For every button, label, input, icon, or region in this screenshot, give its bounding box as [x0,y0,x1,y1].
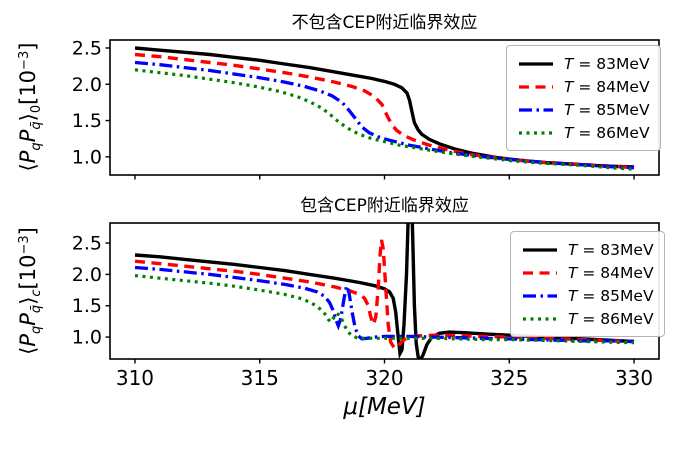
x-tick-label: 325 [490,366,528,390]
blue-dashdot-line-icon [523,293,557,298]
red-dashed-line-icon [519,84,553,89]
legend-item-t85: T = 85MeV [517,99,650,120]
green-dotted-line-icon [519,130,553,135]
top-plot-title: 不包含CEP附近临界效应 [291,13,478,33]
legend-item-t84: T = 84MeV [521,262,654,283]
bottom-plot-title: 包含CEP附近临界效应 [300,196,469,216]
y-tick-label: 2.0 [72,264,102,286]
legend-item-t86: T = 86MeV [521,308,654,329]
y-tick-label: 2.5 [72,233,102,255]
legend-label: T = 85MeV [568,286,654,305]
y-tick-label: 1.5 [72,295,102,317]
y-tick-label: 1.5 [72,110,102,132]
y-tick-label: 1.0 [72,327,102,349]
red-dashed-line-icon [523,270,557,275]
top-plot: 1.0 1.5 2.0 2.5 [72,37,660,180]
legend-label: T = 84MeV [564,77,650,96]
series-line-T85 [134,265,635,344]
bottom-y-axis-label: ⟨PqPq̄⟩c[10−3] [16,227,44,355]
series-line-T84 [134,239,635,351]
black-solid-line-icon [523,247,557,252]
legend-label: T = 83MeV [568,240,654,259]
y-tick-label: 1.0 [72,146,102,168]
legend-item-t83: T = 83MeV [521,239,654,260]
top-y-axis-label: ⟨PqPq̄⟩0[10−3] [16,42,44,172]
black-solid-line-icon [519,61,553,66]
legend-label: T = 85MeV [564,100,650,119]
legend-item-t85: T = 85MeV [521,285,654,306]
series-line-T83 [134,223,635,359]
legend-label: T = 86MeV [564,123,650,142]
legend-label: T = 84MeV [568,263,654,282]
x-tick-label: 320 [365,366,403,390]
top-legend: T = 83MeV T = 84MeV T = 85MeV T = 86MeV [506,45,661,151]
series-line-T86 [134,68,635,171]
legend-item-t83: T = 83MeV [517,53,650,74]
x-axis-label: μ[MeV] [343,394,426,420]
blue-dashdot-line-icon [519,107,553,112]
legend-label: T = 83MeV [564,54,650,73]
legend-item-t84: T = 84MeV [517,76,650,97]
y-tick-label: 2.5 [72,37,102,59]
x-tick-label: 310 [116,366,154,390]
y-tick-label: 2.0 [72,74,102,96]
bottom-legend: T = 83MeV T = 84MeV T = 85MeV T = 86MeV [510,231,665,337]
green-dotted-line-icon [523,316,557,321]
x-tick-label: 330 [615,366,653,390]
x-tick-label: 315 [241,366,279,390]
legend-label: T = 86MeV [568,309,654,328]
series-line-T86 [134,274,635,345]
legend-item-t86: T = 86MeV [517,122,650,143]
